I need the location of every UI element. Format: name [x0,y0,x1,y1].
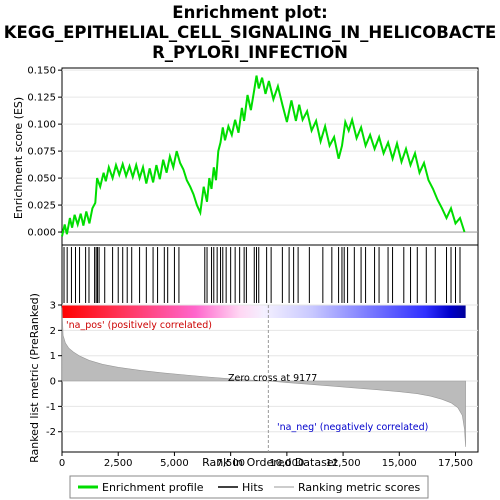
x-tick-label: 12,500 [326,458,361,469]
zero-cross-label: Zero cross at 9177 [228,373,317,384]
metric-y-tick-label: 1 [50,351,56,362]
enrichment-profile-path [61,75,466,237]
legend-metric-label: Ranking metric scores [298,481,420,494]
es-y-tick-label: 0.075 [27,147,56,158]
negative-correlation-label: 'na_neg' (negatively correlated) [277,422,428,433]
x-tick-label: 7,500 [216,458,245,469]
es-y-tick-label: 0.025 [27,201,56,212]
colorbar-rect [62,305,466,318]
x-axis-label: Rank in Ordered Dataset [202,456,339,469]
es-y-tick-label: 0.050 [27,174,56,185]
plot-title-line-2: KEGG_EPITHELIAL_CELL_SIGNALING_IN_HELICO… [4,23,497,42]
legend-profile-label: Enrichment profile [102,481,204,494]
es-y-tick-label: 0.125 [27,93,56,104]
metric-y-axis: -2 -1 0 1 2 3 [46,301,62,438]
x-tick-label: 2,500 [104,458,133,469]
es-y-axis-label: Enrichment score (ES) [12,97,25,219]
metric-y-tick-label: 3 [50,301,56,312]
rank-colorbar [62,305,466,318]
x-tick-label: 15,000 [382,458,417,469]
positive-correlation-label: 'na_pos' (positively correlated) [66,320,212,331]
plot-title-line-3: R_PYLORI_INFECTION [152,43,348,62]
hits-panel [61,244,479,306]
x-tick-label: 0 [59,458,65,469]
es-y-tick-label: 0.000 [27,228,56,239]
metric-y-tick-label: 0 [50,377,56,388]
plot-title-line-1: Enrichment plot: [172,3,327,22]
metric-y-tick-label: 2 [50,326,56,337]
es-y-tick-label: 0.100 [27,120,56,131]
enrichment-profile-line [61,75,466,237]
legend-box [69,475,429,499]
x-tick-label: 10,000 [269,458,304,469]
es-grid [62,69,478,233]
x-tick-label: 5,000 [160,458,189,469]
x-tick-label: 17,500 [438,458,473,469]
metric-y-axis-label: Ranked list metric (PreRanked) [28,293,41,463]
hits-ticks [63,247,461,303]
metric-y-tick-label: -2 [46,427,56,438]
metric-y-tick-label: -1 [46,402,56,413]
es-y-tick-label: 0.150 [27,66,56,77]
es-y-axis: 0.000 0.025 0.050 0.075 0.100 0.125 0.150 [27,66,62,239]
x-axis: 0 2,500 5,000 7,500 10,000 12,500 15,000 17,500 [59,452,473,469]
legend-hits-label: Hits [242,481,264,494]
